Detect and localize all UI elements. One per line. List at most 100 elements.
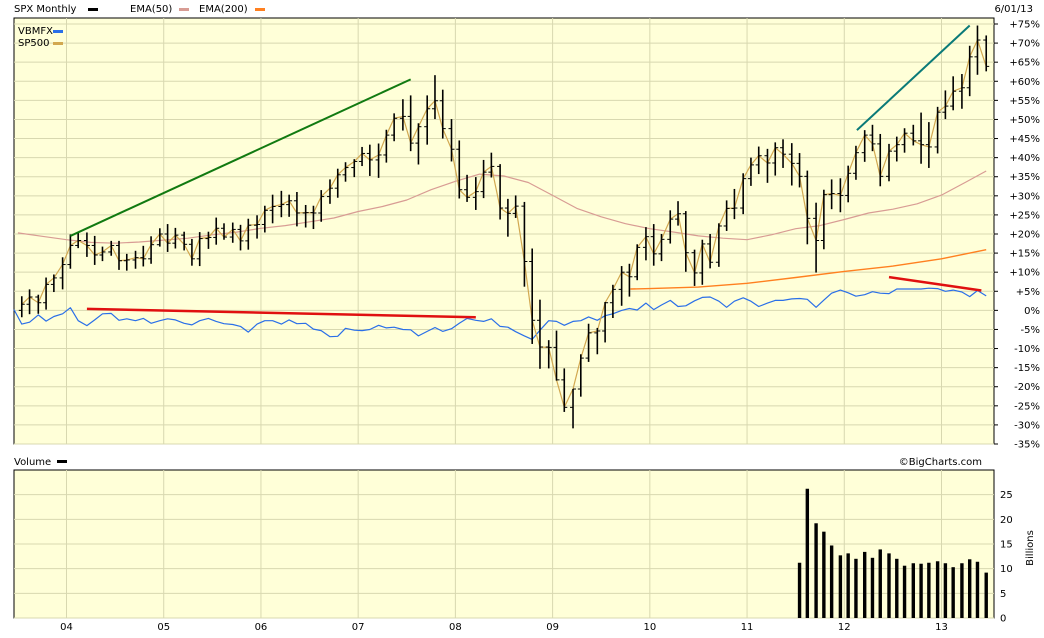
- price-y-tick-label: +15%: [1009, 249, 1040, 260]
- x-tick-label: 09: [546, 622, 559, 633]
- price-y-tick-label: -15%: [1014, 363, 1040, 374]
- ohlc-bar: [439, 89, 446, 139]
- x-tick-label: 08: [449, 622, 462, 633]
- ohlc-bar: [286, 194, 293, 217]
- volume-bars: [797, 488, 988, 618]
- volume-bar: [960, 563, 964, 618]
- volume-bar: [943, 563, 948, 618]
- x-tick-label: 13: [935, 622, 948, 633]
- volume-bar: [846, 553, 850, 618]
- volume-y-tick-label: 25: [1000, 490, 1013, 501]
- ohlc-bar: [764, 148, 771, 183]
- ohlc-bar: [91, 235, 98, 265]
- ohlc-bar: [772, 142, 779, 176]
- price-y-tick-label: +75%: [1009, 20, 1040, 31]
- volume-bar: [878, 549, 882, 618]
- ohlc-bar: [642, 227, 649, 261]
- ema200-legend-swatch: [255, 8, 265, 11]
- ohlc-bar: [181, 231, 188, 251]
- ohlc-bar: [504, 198, 511, 237]
- ohlc-bar: [140, 245, 147, 267]
- ohlc-bar: [278, 190, 285, 218]
- volume-bar: [895, 558, 899, 618]
- ohlc-bar: [545, 340, 552, 369]
- x-tick-label: 04: [60, 622, 73, 633]
- volume-bar: [927, 562, 931, 618]
- ohlc-bar: [618, 266, 625, 306]
- ohlc-bar: [707, 234, 714, 269]
- ohlc-bar: [326, 179, 333, 204]
- ohlc-bar: [132, 250, 139, 269]
- ohlc-bar: [958, 74, 965, 109]
- volume-y-tick-label: 20: [1000, 515, 1013, 526]
- volume-unit-label: Billions: [1025, 530, 1036, 566]
- volume-header-bar: [0, 452, 1044, 470]
- ohlc-bar: [196, 232, 203, 267]
- volume-legend-swatch: [57, 460, 67, 463]
- ohlc-bar: [391, 113, 398, 142]
- sp500-legend-label: SP500: [18, 38, 49, 49]
- vbmfx-legend-label: VBMFX: [18, 26, 53, 37]
- ohlc-bar: [723, 200, 730, 231]
- ohlc-bar: [67, 234, 74, 269]
- ohlc-bar: [974, 25, 981, 75]
- ohlc-bar: [172, 227, 179, 249]
- ohlc-bar: [464, 174, 471, 202]
- volume-y-axis: 0 5 10 15 20 25: [1000, 490, 1013, 624]
- volume-bar: [887, 553, 891, 618]
- price-y-tick-label: +60%: [1009, 77, 1040, 88]
- price-y-tick-label: +50%: [1009, 115, 1040, 126]
- ohlc-bar: [602, 301, 609, 343]
- ohlc-bar: [521, 201, 528, 287]
- ohlc-bar: [108, 240, 115, 256]
- ohlc-bar: [691, 249, 698, 286]
- price-y-tick-label: +45%: [1009, 134, 1040, 145]
- ohlc-bar: [788, 143, 795, 186]
- ohlc-bar: [925, 122, 932, 168]
- ohlc-bar: [99, 246, 106, 262]
- ohlc-bar: [837, 178, 844, 213]
- price-y-tick-label: +55%: [1009, 96, 1040, 107]
- ohlc-bar: [780, 139, 787, 168]
- ohlc-bar: [188, 238, 195, 266]
- ohlc-bar: [877, 133, 884, 187]
- x-tick-label: 12: [838, 622, 851, 633]
- ohlc-bar: [229, 222, 236, 243]
- ohlc-bar: [383, 129, 390, 163]
- ohlc-bar: [366, 144, 373, 176]
- ohlc-bar: [310, 205, 317, 230]
- ohlc-bar: [983, 35, 990, 72]
- ohlc-bar: [50, 274, 57, 293]
- ohlc-bar: [424, 95, 431, 145]
- volume-y-tick-label: 0: [1000, 614, 1006, 625]
- ohlc-bar: [488, 152, 495, 178]
- price-plot-area: [13, 17, 995, 445]
- volume-bar: [822, 531, 826, 618]
- ohlc-bar: [245, 218, 252, 250]
- price-header-bar: [0, 0, 1044, 18]
- red-line-1: [86, 307, 476, 319]
- symbol-legend-swatch: [88, 8, 98, 11]
- volume-bar: [797, 562, 802, 618]
- volume-bar: [862, 551, 867, 618]
- price-y-tick-label: -30%: [1014, 420, 1040, 431]
- ohlc-bar: [83, 232, 90, 257]
- price-y-tick-label: -10%: [1014, 344, 1040, 355]
- ohlc-bar: [213, 217, 220, 245]
- x-tick-label: 06: [255, 622, 268, 633]
- ohlc-bar: [375, 143, 382, 178]
- ema200-label: EMA(200): [199, 4, 248, 15]
- ohlc-bar: [570, 388, 577, 429]
- ohlc-bar: [852, 145, 859, 180]
- price-y-tick-label: +30%: [1009, 191, 1040, 202]
- volume-bar: [951, 567, 955, 618]
- ohlc-bar: [456, 140, 463, 199]
- ohlc-bar: [35, 294, 42, 314]
- volume-bar: [919, 563, 923, 618]
- vbmfx-line: [13, 287, 987, 340]
- ohlc-bar: [529, 248, 536, 344]
- price-y-tick-label: +5%: [1016, 287, 1040, 298]
- ohlc-bar: [699, 239, 706, 285]
- ohlc-bar: [351, 159, 358, 178]
- ohlc-bar: [75, 232, 82, 249]
